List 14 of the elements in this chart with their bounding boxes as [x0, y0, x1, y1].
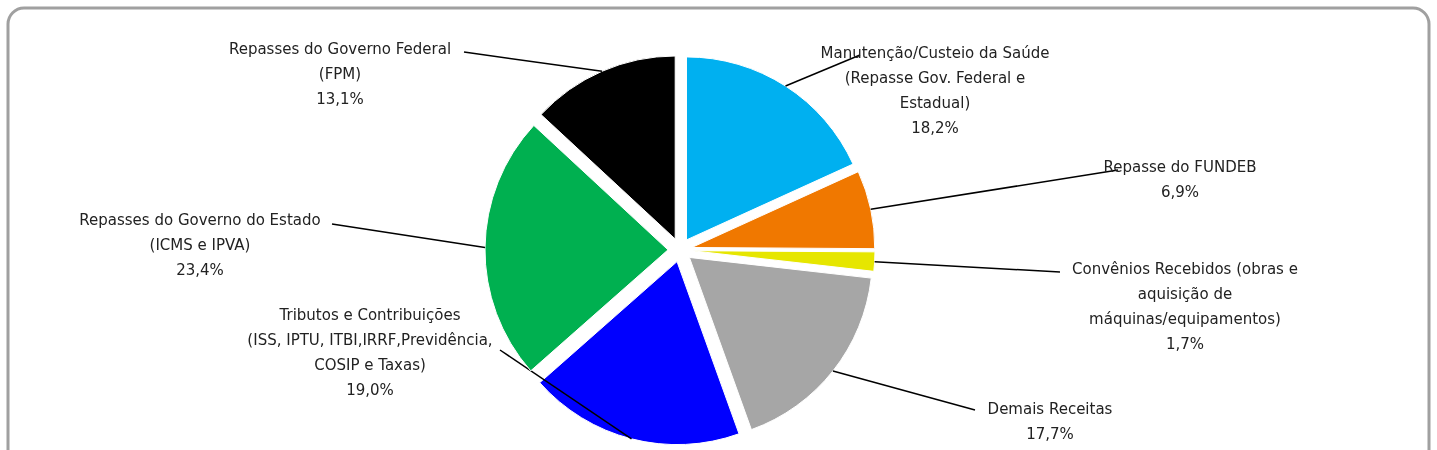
data-label: 23,4%: [176, 261, 224, 279]
slice-label: Tributos e Contribuições (ISS, IPTU, ITBI,IRRF,Previdência, COSIP e Taxas): [247, 306, 493, 374]
slice-label: Repasse do FUNDEB: [1103, 158, 1257, 176]
data-label: 18,2%: [911, 119, 959, 137]
data-label: 13,1%: [316, 90, 364, 108]
data-label: 1,7%: [1165, 335, 1205, 353]
data-label: 17,7%: [1026, 425, 1074, 443]
slice-label: Convênios Recebidos (obras e aquisição de máquinas/equipamentos): [1072, 260, 1298, 328]
slice-label: Repasses do Governo do Estado (ICMS e IPVA): [79, 211, 321, 254]
data-label: 6,9%: [1160, 183, 1200, 201]
slice-label: Demais Receitas: [987, 400, 1113, 418]
slice-label: Repasses do Governo Federal (FPM): [228, 40, 452, 83]
data-label: 19,0%: [346, 381, 394, 399]
slice-label: Manutenção/Custeio da Saúde (Repasse Gov. Federal e Estadual): [820, 44, 1050, 112]
